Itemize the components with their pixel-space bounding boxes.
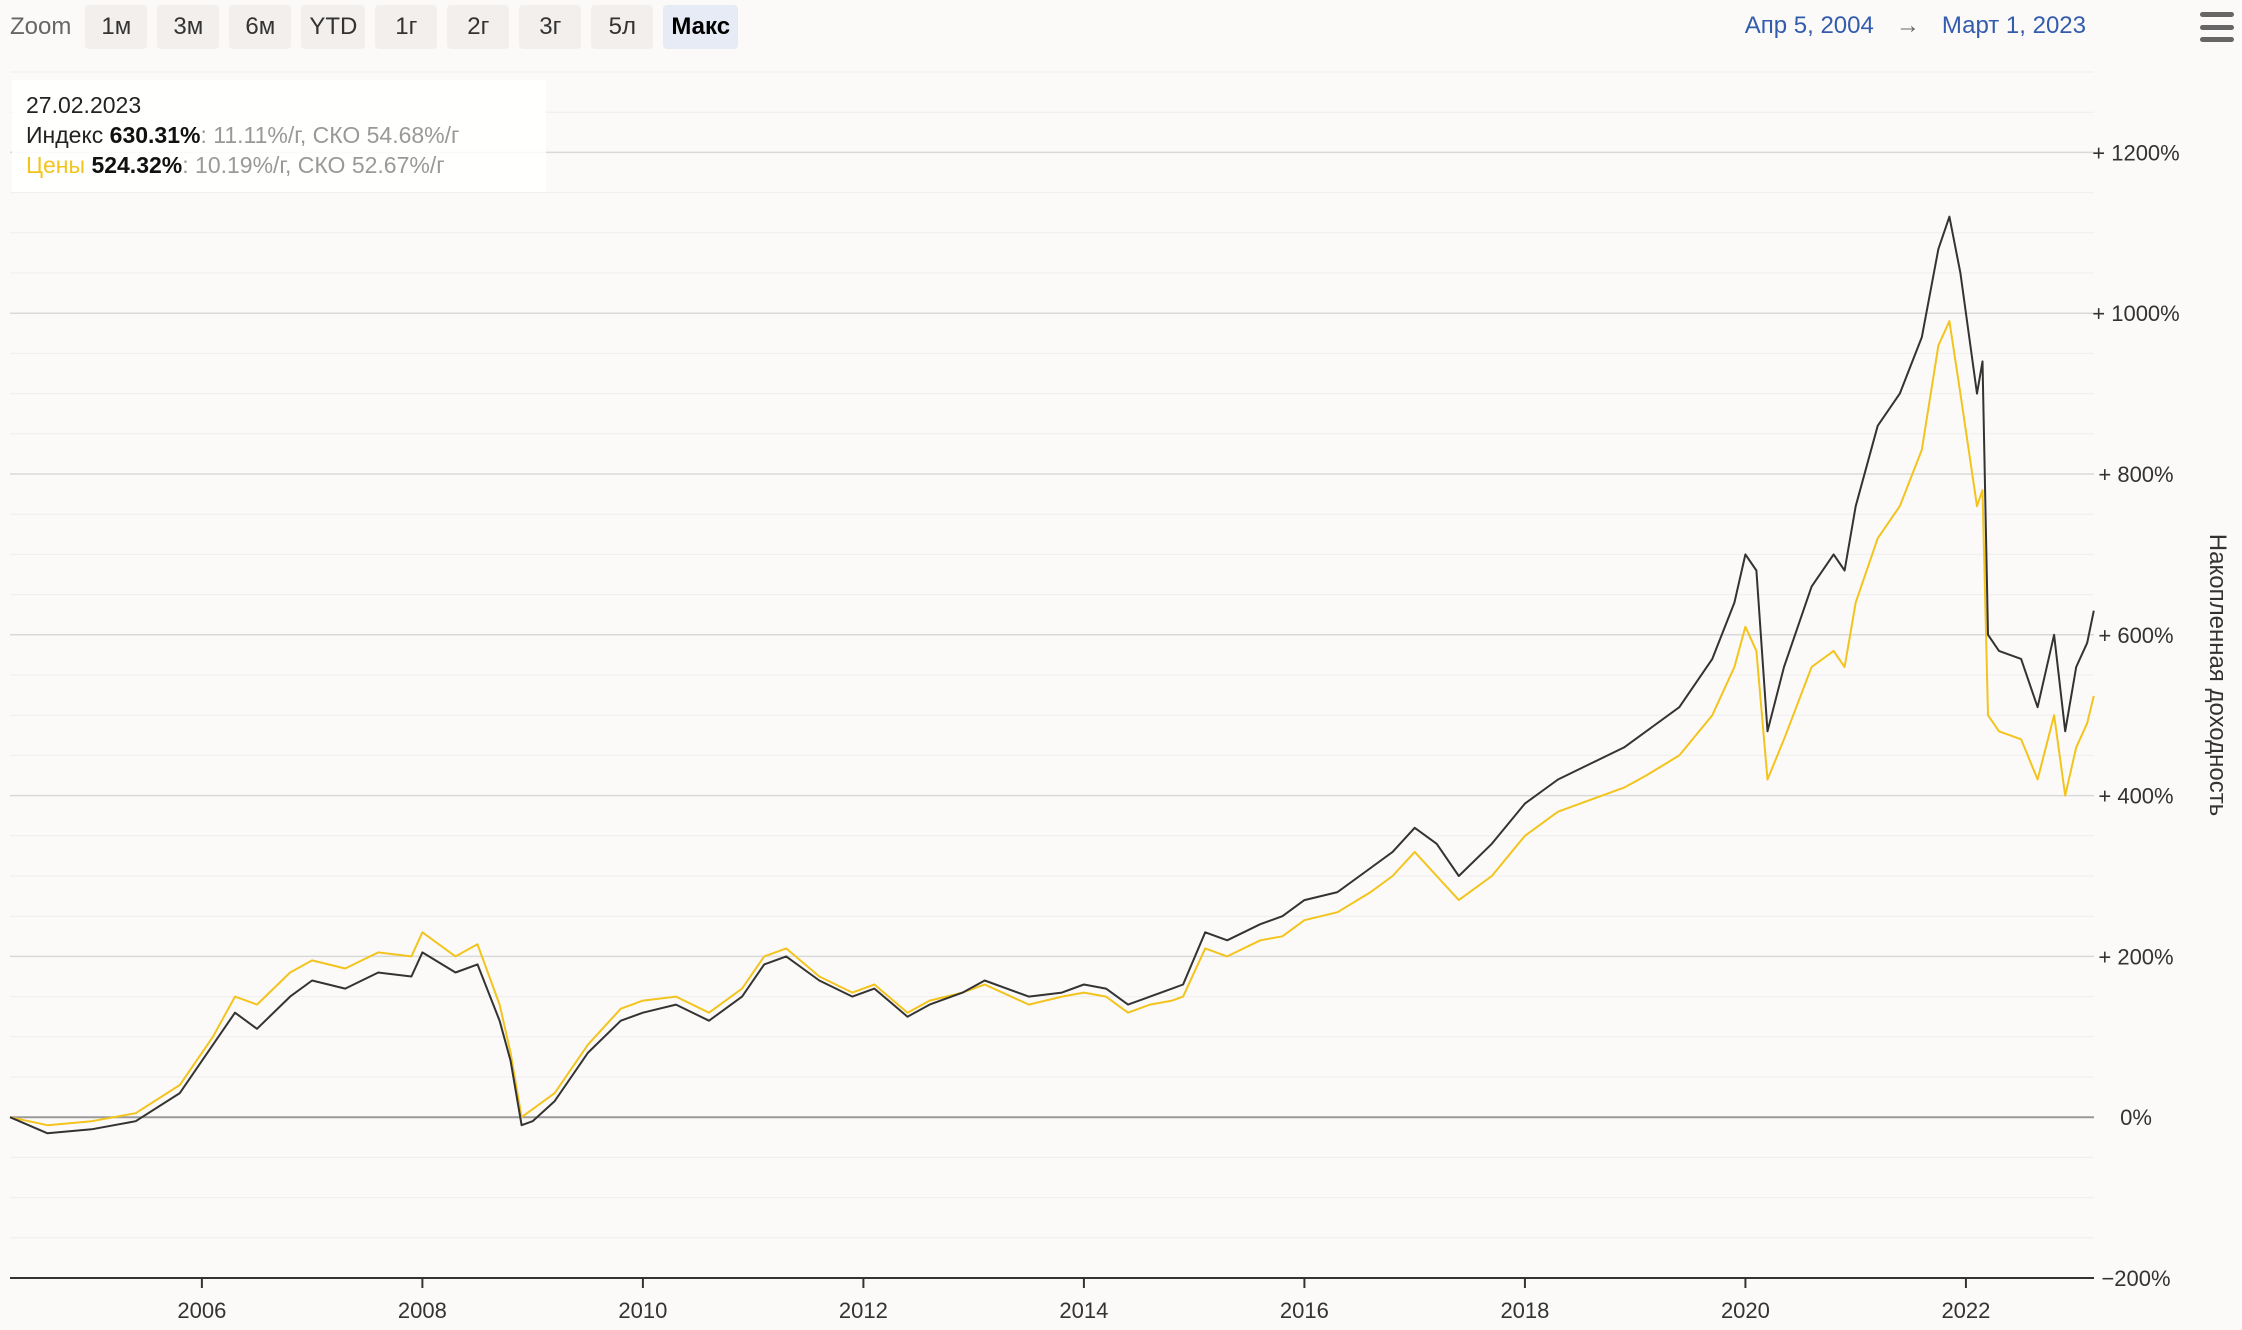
x-tick-label: 2012 [839,1298,888,1323]
zoom-1y-button[interactable]: 1г [375,5,438,49]
zoom-3m-button[interactable]: 3м [157,5,220,49]
zoom-2y-button[interactable]: 2г [447,5,510,49]
y-axis-label: Накопленная доходность [2204,534,2231,816]
tooltip-series-stats: : 10.19%/г, СКО 52.67%/г [182,152,445,178]
menu-bar [2200,37,2234,42]
range-from[interactable]: Апр 5, 2004 [1744,12,1874,39]
tooltip: 27.02.2023 Индекс 630.31%: 11.11%/г, СКО… [12,80,546,192]
x-tick-label: 2014 [1059,1298,1108,1323]
tooltip-series-index: Индекс 630.31%: 11.11%/г, СКО 54.68%/г [26,120,532,150]
y-tick-label: + 800% [2098,462,2173,487]
zoom-5y-button[interactable]: 5л [591,5,654,49]
tooltip-series-stats: : 11.11%/г, СКО 54.68%/г [200,122,460,148]
range-arrow: → [1895,12,1920,39]
tooltip-date: 27.02.2023 [26,92,142,118]
zoom-label: Zoom [10,13,72,40]
zoom-3y-button[interactable]: 3г [519,5,582,49]
y-tick-label: + 400% [2098,784,2173,809]
y-tick-label: 0% [2120,1105,2152,1130]
x-tick-label: 2008 [398,1298,447,1323]
y-tick-label: −200% [2101,1266,2170,1291]
y-tick-label: + 200% [2098,944,2173,969]
zoom-6m-button[interactable]: 6м [229,5,292,49]
tooltip-series-value: 630.31% [109,122,201,148]
y-tick-label: + 1000% [2092,301,2179,326]
x-tick-label: 2022 [1941,1298,1990,1323]
tooltip-series-value: 524.32% [91,152,183,178]
series-line-index [9,215,2095,1135]
tooltip-series-name: Индекс [26,122,104,148]
x-tick-label: 2016 [1280,1298,1329,1323]
x-tick-label: 2006 [177,1298,226,1323]
date-range: Апр 5, 2004 → Март 1, 2023 [1745,8,2086,44]
zoom-bar: Zoom 1м 3м 6м YTD 1г 2г 3г 5л Макс [10,4,739,50]
range-to[interactable]: Март 1, 2023 [1941,12,2086,39]
tooltip-series-name: Цены [26,152,86,178]
series-line-prices [9,320,2095,1127]
x-axis: 2006 2008 2010 2012 2014 2016 2018 2020 2022 [10,1277,2094,1323]
series-layer [9,215,2095,1135]
tooltip-series-prices: Цены 524.32%: 10.19%/г, СКО 52.67%/г [26,150,532,180]
zoom-max-button[interactable]: Макс [663,5,739,49]
menu-bar [2200,12,2234,17]
y-tick-label: + 600% [2098,623,2173,648]
y-tick-label: + 1200% [2092,140,2179,165]
hamburger-menu-icon[interactable] [2200,12,2234,42]
zoom-1m-button[interactable]: 1м [85,5,148,49]
x-tick-label: 2010 [618,1298,667,1323]
x-tick-label: 2018 [1500,1298,1549,1323]
y-axis: −200% 0% + 200% + 400% + 600% + 800% + 1000% + … [2092,140,2179,1291]
grid [10,71,2094,1279]
zoom-ytd-button[interactable]: YTD [301,5,366,49]
menu-bar [2200,24,2234,30]
x-tick-label: 2020 [1721,1298,1770,1323]
